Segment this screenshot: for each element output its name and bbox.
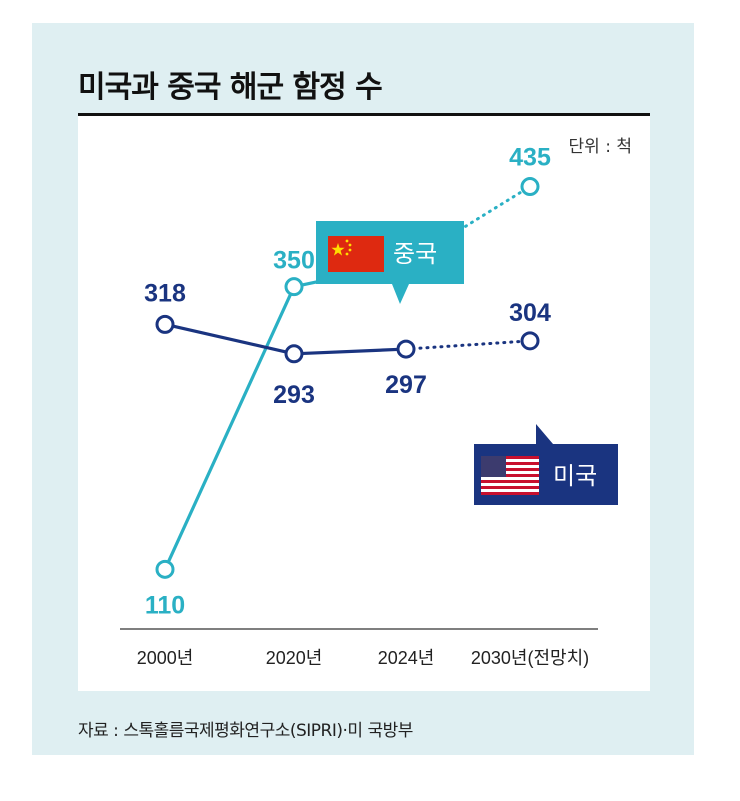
- data-point-usa: [520, 331, 540, 351]
- legend-china: 중국: [316, 221, 464, 304]
- series-line-usa: [292, 347, 408, 356]
- data-label-usa: 293: [273, 381, 315, 409]
- legend-usa: 미국: [474, 424, 618, 505]
- chart-title: 미국과 중국 해군 함정 수: [78, 70, 383, 105]
- data-label-usa: 318: [144, 279, 186, 307]
- series-projection-line-usa: [404, 339, 532, 351]
- series-line-usa: [163, 322, 296, 356]
- data-point-usa: [155, 314, 175, 334]
- x-tick-label: 2000년: [137, 648, 194, 668]
- data-point-china: [155, 559, 175, 579]
- data-label-china: 435: [509, 144, 551, 172]
- china-flag-icon: [328, 236, 384, 272]
- series-projection-line-china: [404, 185, 532, 265]
- x-tick-label: 2024년: [378, 648, 435, 668]
- data-label-usa: 304: [509, 299, 551, 327]
- legend-china-label: 중국: [393, 240, 437, 268]
- data-point-china: [520, 177, 540, 197]
- title-rule: [78, 113, 650, 116]
- x-tick-label: 2020년: [266, 648, 323, 668]
- data-label-china: 350: [273, 247, 315, 275]
- legend-usa-label: 미국: [553, 462, 597, 490]
- data-label-china: 110: [145, 591, 185, 619]
- data-label-usa: 297: [385, 371, 427, 399]
- series-line-china: [163, 285, 296, 571]
- data-point-usa: [396, 339, 416, 359]
- unit-label: 단위 : 척: [568, 137, 632, 157]
- data-point-china: [284, 277, 304, 297]
- data-point-usa: [284, 344, 304, 364]
- x-tick-label: 2030년(전망치): [471, 648, 589, 668]
- usa-flag-icon: [481, 456, 539, 495]
- chart-card: [78, 116, 650, 691]
- source-note: 자료 : 스톡홀름국제평화연구소(SIPRI)·미 국방부: [78, 721, 413, 741]
